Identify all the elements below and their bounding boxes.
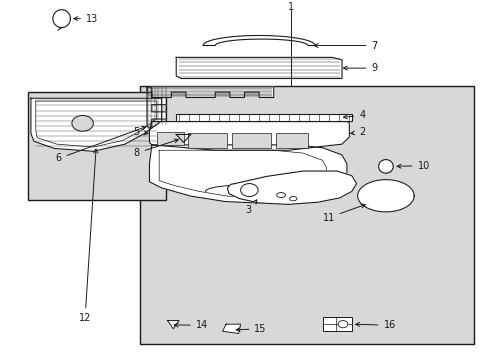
Polygon shape — [167, 320, 179, 329]
Polygon shape — [147, 87, 273, 98]
Bar — [232, 134, 271, 148]
Polygon shape — [203, 36, 315, 45]
Bar — [27, 92, 166, 200]
Text: 6: 6 — [56, 126, 145, 163]
Bar — [140, 86, 473, 344]
Text: 10: 10 — [396, 161, 429, 171]
Text: 1: 1 — [287, 2, 293, 12]
Circle shape — [240, 184, 258, 197]
Text: 7: 7 — [314, 41, 377, 50]
Ellipse shape — [289, 197, 296, 201]
Text: 2: 2 — [350, 127, 365, 136]
Text: 4: 4 — [343, 111, 365, 121]
Text: 11: 11 — [322, 204, 365, 222]
Bar — [176, 114, 351, 121]
Text: 3: 3 — [245, 200, 256, 216]
Polygon shape — [227, 171, 356, 204]
Ellipse shape — [378, 159, 392, 173]
Polygon shape — [31, 98, 161, 151]
Polygon shape — [147, 87, 166, 129]
Polygon shape — [357, 180, 413, 212]
Text: 14: 14 — [174, 320, 207, 330]
Text: 15: 15 — [236, 324, 266, 334]
Circle shape — [72, 116, 93, 131]
Ellipse shape — [276, 193, 285, 198]
Polygon shape — [176, 135, 190, 142]
Polygon shape — [149, 122, 348, 150]
Polygon shape — [222, 324, 240, 333]
Text: 8: 8 — [133, 139, 178, 158]
Text: 5: 5 — [133, 127, 148, 136]
Text: 12: 12 — [79, 149, 98, 323]
Text: 16: 16 — [355, 320, 395, 330]
Bar — [322, 317, 351, 331]
Text: 9: 9 — [343, 63, 377, 73]
Bar — [188, 134, 227, 148]
Bar — [276, 134, 307, 148]
Polygon shape — [53, 10, 70, 28]
Text: 13: 13 — [74, 14, 98, 24]
Circle shape — [337, 320, 347, 328]
Polygon shape — [176, 57, 341, 78]
Polygon shape — [149, 145, 346, 203]
Bar — [157, 132, 183, 145]
